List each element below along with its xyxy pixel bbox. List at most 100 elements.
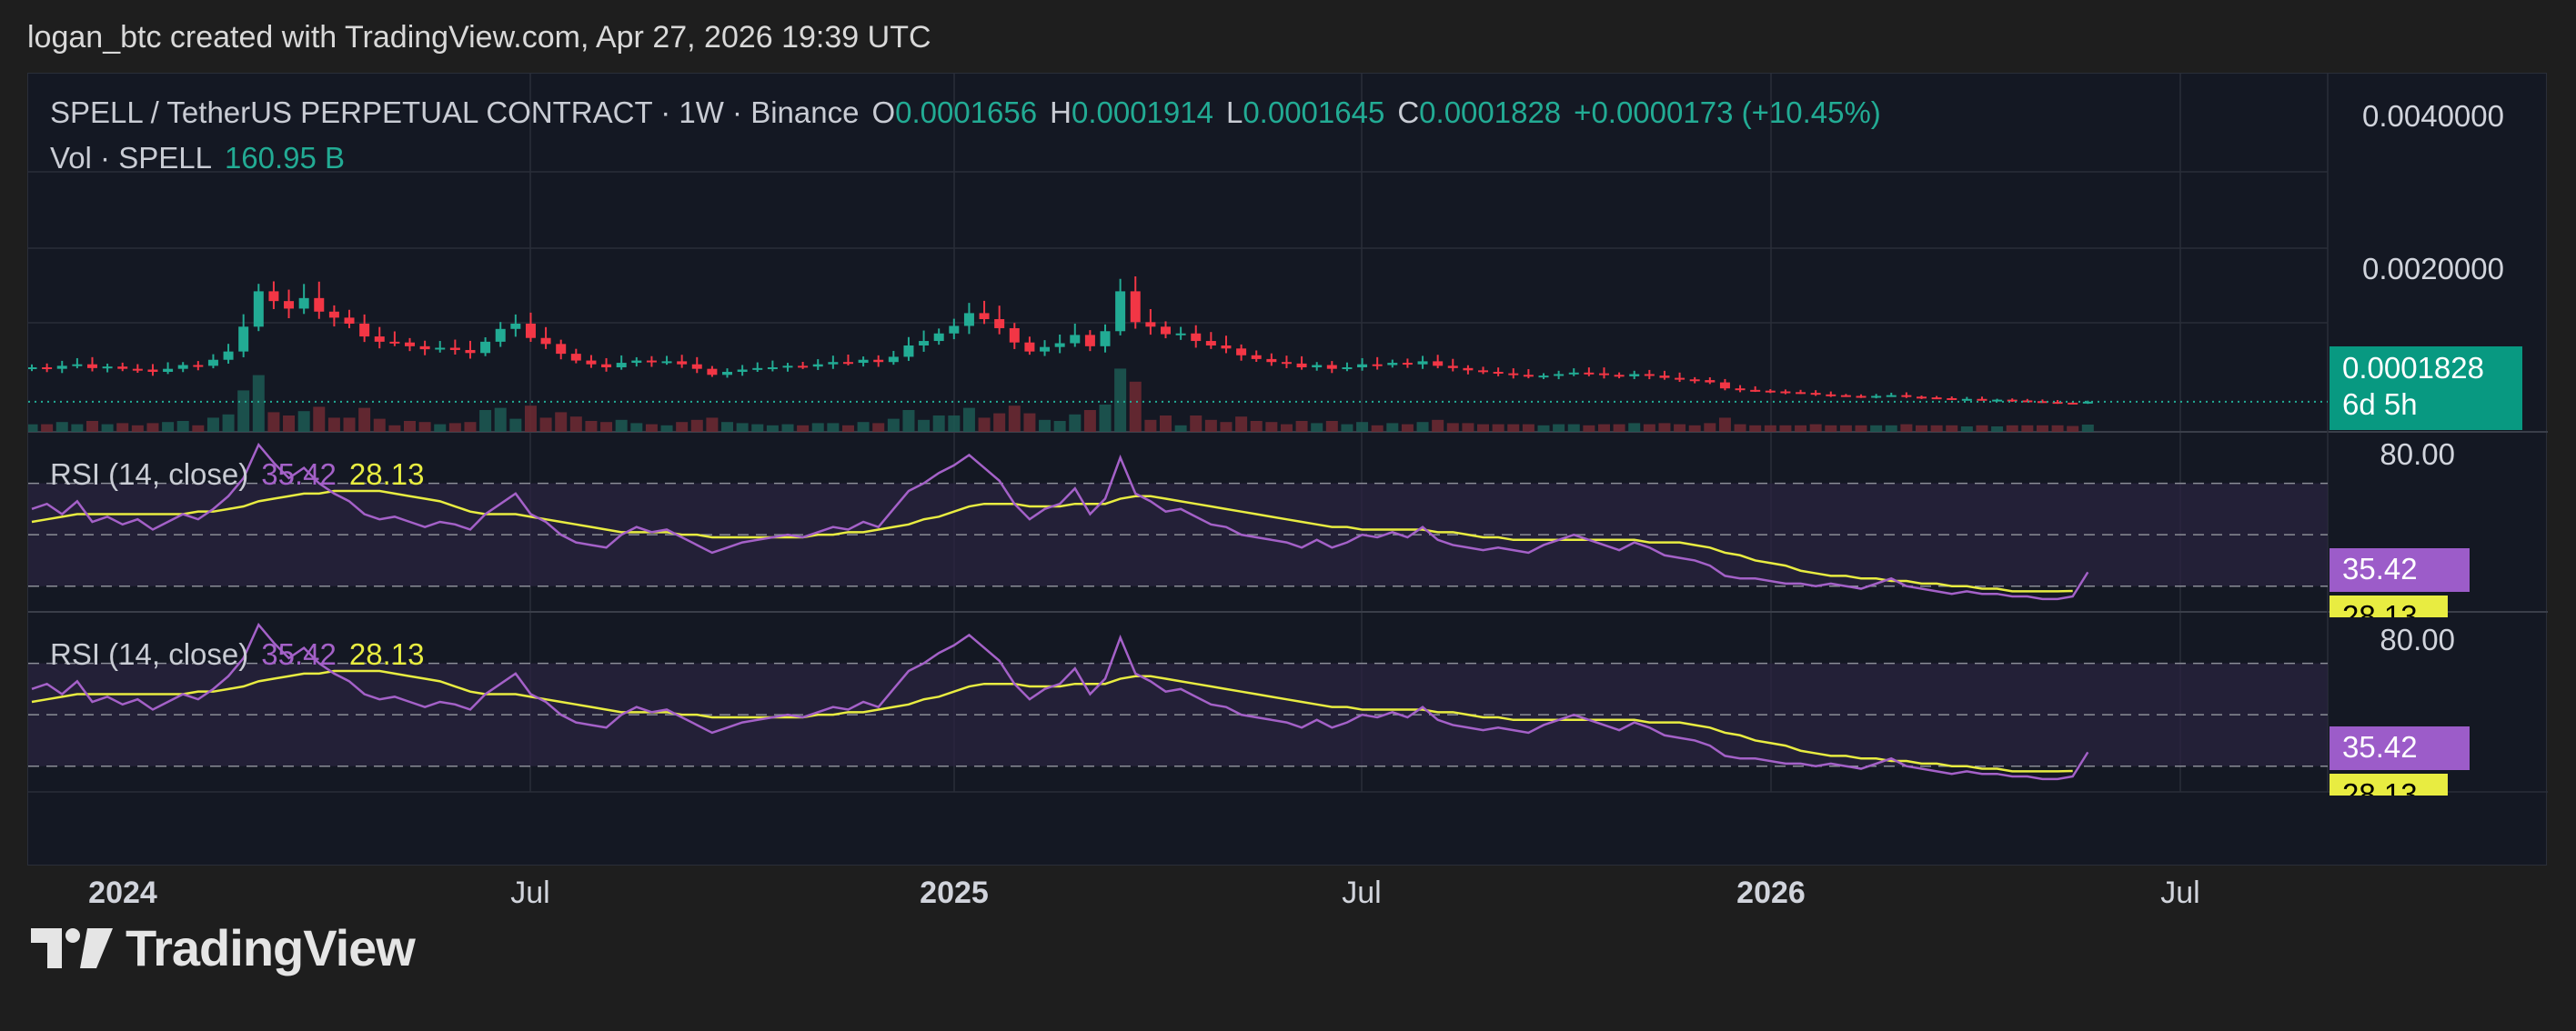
chart-canvas[interactable] — [28, 74, 2548, 866]
volume-label[interactable]: Vol · SPELL — [50, 141, 212, 175]
candle-body-125 — [1917, 396, 1927, 399]
rsi-title-2[interactable]: RSI (14, close) — [50, 637, 249, 671]
volume-bar-99 — [1522, 424, 1535, 432]
candle-body-38 — [601, 364, 612, 368]
volume-bar-36 — [569, 416, 582, 432]
chart-frame[interactable]: SPELL / TetherUS PERPETUAL CONTRACT · 1W… — [27, 73, 2548, 910]
candle-body-49 — [767, 367, 778, 370]
volume-bar-119 — [1825, 425, 1837, 432]
volume-bar-69 — [1069, 414, 1082, 432]
candle-body-24 — [389, 341, 400, 344]
volume-bar-75 — [1160, 415, 1172, 432]
rsi-ma-value-1: 28.13 — [348, 457, 425, 491]
candle-body-42 — [661, 361, 672, 364]
volume-bar-47 — [736, 423, 749, 432]
candle-body-45 — [707, 368, 718, 375]
volume-bar-117 — [1795, 425, 1807, 432]
candle-body-75 — [1161, 326, 1171, 335]
candle-body-25 — [405, 342, 415, 346]
candle-body-19 — [314, 297, 325, 312]
volume-bar-80 — [1235, 416, 1248, 432]
rsi-line-2 — [31, 622, 2089, 781]
tradingview-logo[interactable]: TradingView — [31, 918, 416, 977]
volume-bar-38 — [600, 422, 613, 432]
volume-bar-48 — [751, 424, 764, 432]
volume-bar-19 — [313, 406, 326, 432]
volume-bar-34 — [539, 417, 552, 432]
volume-bar-40 — [630, 423, 643, 432]
volume-bar-121 — [1855, 425, 1867, 432]
candle-body-22 — [359, 323, 370, 337]
volume-bar-73 — [1129, 381, 1142, 432]
volume-bar-13 — [222, 414, 235, 432]
rsi-ma-value-2: 28.13 — [348, 637, 425, 671]
candle-body-100 — [1538, 375, 1549, 378]
volume-bar-43 — [676, 422, 689, 432]
volume-bar-37 — [585, 421, 598, 432]
volume-bar-14 — [237, 390, 250, 432]
volume-bar-125 — [1916, 425, 1927, 432]
candle-body-126 — [1931, 397, 1942, 400]
volume-bar-74 — [1144, 419, 1157, 432]
time-label-jul-2025: Jul — [1342, 876, 1382, 910]
candle-body-3 — [72, 364, 83, 366]
rsi-badge-2: 35.42 — [2329, 726, 2470, 770]
candle-body-73 — [1130, 291, 1141, 323]
volume-bar-57 — [887, 418, 900, 432]
volume-bar-26 — [418, 422, 431, 432]
bar-countdown: 6d 5h — [2342, 387, 2418, 421]
time-label-jul-2026: Jul — [2160, 876, 2200, 910]
candle-body-128 — [1961, 398, 1972, 401]
rsi-ma-badge-1: 28.13 — [2329, 596, 2448, 617]
candle-body-18 — [298, 297, 309, 309]
time-label-2024: 2024 — [88, 876, 157, 910]
candle-body-103 — [1584, 372, 1595, 375]
open-value: 0.0001656 — [895, 95, 1038, 129]
candle-body-16 — [268, 291, 279, 302]
volume-bar-54 — [841, 425, 854, 432]
candle-body-46 — [722, 371, 733, 375]
candle-body-1 — [42, 367, 53, 370]
candle-body-115 — [1765, 390, 1776, 393]
rsi-value-1: 35.42 — [261, 457, 337, 491]
candle-body-83 — [1281, 362, 1292, 365]
candle-body-117 — [1796, 392, 1806, 395]
volume-bar-126 — [1930, 425, 1943, 432]
logo-text: TradingView — [126, 919, 416, 976]
volume-bar-79 — [1220, 422, 1233, 432]
candle-body-119 — [1826, 394, 1836, 396]
candle-body-112 — [1719, 382, 1730, 389]
candle-body-135 — [2068, 402, 2078, 405]
volume-bar-84 — [1295, 421, 1308, 432]
candle-body-55 — [858, 359, 869, 364]
candle-body-34 — [540, 337, 551, 345]
candle-body-9 — [163, 368, 174, 372]
candle-body-86 — [1326, 365, 1337, 369]
volume-bar-68 — [1053, 421, 1066, 432]
candle-body-74 — [1145, 322, 1156, 327]
candle-body-6 — [117, 366, 128, 369]
volume-bar-44 — [690, 419, 703, 432]
candle-body-133 — [2037, 401, 2048, 404]
volume-bar-132 — [2021, 425, 2034, 432]
candle-body-116 — [1780, 391, 1791, 394]
volume-bar-39 — [615, 419, 628, 432]
candle-body-107 — [1644, 374, 1655, 376]
volume-bar-71 — [1099, 405, 1112, 432]
rsi-title-1[interactable]: RSI (14, close) — [50, 457, 249, 491]
volume-bar-42 — [660, 425, 673, 432]
candle-body-127 — [1947, 397, 1957, 400]
rsi-legend-1: RSI (14, close) 35.42 28.13 — [50, 457, 437, 492]
candle-body-56 — [873, 359, 884, 363]
candle-body-110 — [1689, 379, 1700, 382]
volume-bar-12 — [206, 417, 219, 432]
candle-body-102 — [1568, 372, 1579, 375]
candle-body-109 — [1675, 377, 1685, 380]
candle-body-120 — [1840, 395, 1851, 397]
volume-bar-55 — [857, 422, 870, 432]
volume-bar-112 — [1718, 417, 1731, 432]
volume-bar-122 — [1870, 425, 1883, 432]
volume-bar-8 — [146, 423, 159, 432]
symbol-title[interactable]: SPELL / TetherUS PERPETUAL CONTRACT · 1W… — [50, 95, 860, 129]
candle-body-76 — [1175, 333, 1186, 335]
